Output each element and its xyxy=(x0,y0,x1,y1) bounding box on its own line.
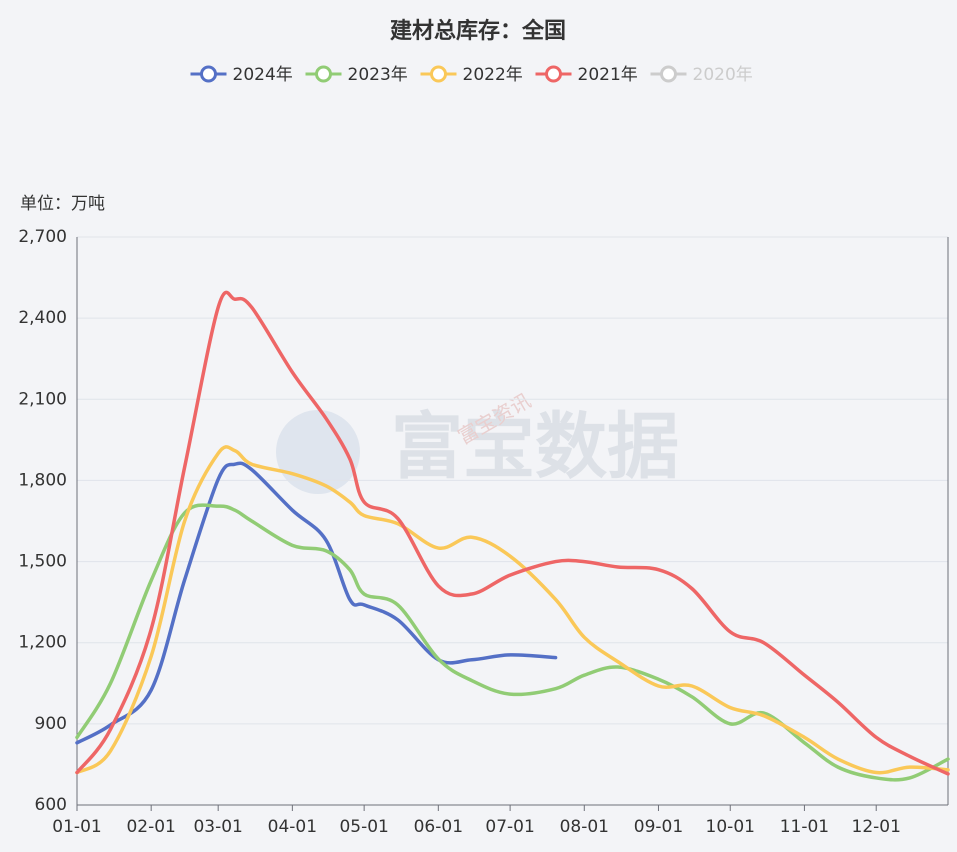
x-tick-label: 02-01 xyxy=(126,817,175,837)
y-tick-label: 2,400 xyxy=(18,308,67,328)
series-line xyxy=(75,290,950,776)
watermark: 富宝数据 xyxy=(391,405,679,489)
y-tick-label: 600 xyxy=(35,795,67,815)
legend-marker xyxy=(545,65,562,83)
x-tick-label: 04-01 xyxy=(268,817,317,837)
x-tick-label: 10-01 xyxy=(706,817,755,837)
y-tick-label: 2,100 xyxy=(18,389,67,409)
x-tick-label: 09-01 xyxy=(634,817,683,837)
y-tick-label: 1,800 xyxy=(18,470,67,490)
legend-label: 2024年 xyxy=(233,65,293,85)
x-tick-label: 07-01 xyxy=(485,817,534,837)
x-tick-label: 01-01 xyxy=(52,817,101,837)
legend-marker xyxy=(200,65,217,83)
x-tick-label: 05-01 xyxy=(339,817,388,837)
series-line xyxy=(75,461,558,745)
y-axis-label: 单位：万吨 xyxy=(20,194,105,214)
legend-marker xyxy=(660,65,677,83)
y-tick-label: 900 xyxy=(35,714,67,734)
x-tick-label: 08-01 xyxy=(560,817,609,837)
x-tick-label: 06-01 xyxy=(414,817,463,837)
legend-label: 2020年 xyxy=(693,65,753,85)
watermark-logo xyxy=(276,410,360,494)
y-tick-label: 1,500 xyxy=(18,552,67,572)
legend-marker xyxy=(430,65,447,83)
legend-label: 2023年 xyxy=(348,65,408,85)
y-tick-label: 2,700 xyxy=(18,227,67,247)
y-tick-label: 1,200 xyxy=(18,633,67,653)
x-tick-label: 11-01 xyxy=(780,817,829,837)
x-tick-label: 03-01 xyxy=(193,817,242,837)
x-tick-label: 12-01 xyxy=(852,817,901,837)
legend-label: 2022年 xyxy=(463,65,523,85)
legend-marker xyxy=(315,65,332,83)
legend-label: 2021年 xyxy=(578,65,638,85)
chart-title: 建材总库存：全国 xyxy=(390,18,566,44)
series-line xyxy=(75,445,950,775)
